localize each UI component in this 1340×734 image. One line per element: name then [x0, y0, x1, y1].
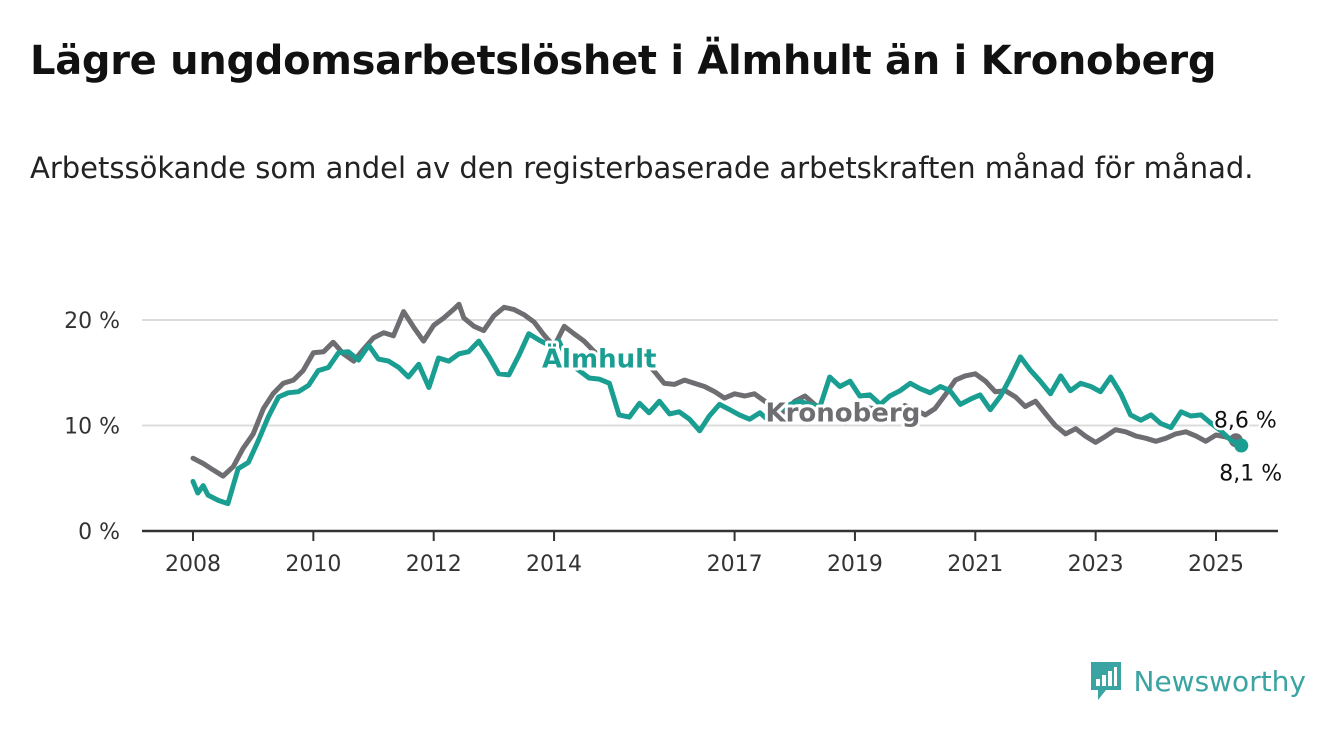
x-tick-label: 2025 [1188, 552, 1244, 577]
series-line-almhult [190, 331, 1244, 507]
grid-lines [142, 319, 1278, 427]
line-chart: 0 % 10 % 20 % 2008 2010 2012 2014 2017 2019 2021… [64, 301, 1285, 577]
chart-subtitle: Arbetssökande som andel av den registerb… [30, 151, 1254, 185]
series-labels: Kronoberg 8,6 % Älmhult 8,1 % [539, 339, 1285, 489]
series-line-kronoberg [190, 301, 1239, 479]
y-tick-label: 20 % [64, 309, 120, 334]
brand: Newsworthy [1088, 660, 1307, 702]
end-point-almhult [1234, 438, 1249, 453]
x-tick-label: 2017 [707, 552, 763, 577]
series-label-kronoberg: Kronoberg [765, 398, 920, 428]
end-value-kronoberg: 8,6 % [1214, 408, 1277, 433]
x-tick-label: 2008 [165, 552, 221, 577]
newsworthy-logo-icon [1090, 662, 1121, 700]
end-value-almhult: 8,1 % [1219, 462, 1282, 487]
x-tick-label: 2014 [526, 552, 582, 577]
series-label-almhult: Älmhult [542, 342, 657, 374]
series-lines [190, 301, 1249, 507]
x-tick-label: 2010 [285, 552, 341, 577]
y-tick-label: 10 % [64, 415, 120, 440]
x-tick-label: 2012 [406, 552, 462, 577]
x-tick-label: 2023 [1068, 552, 1124, 577]
brand-name: Newsworthy [1133, 664, 1307, 698]
y-axis: 0 % 10 % 20 % [64, 309, 120, 545]
y-tick-label: 0 % [78, 520, 120, 545]
x-tick-label: 2019 [827, 552, 883, 577]
x-tick-label: 2021 [947, 552, 1003, 577]
chart-title: Lägre ungdomsarbetslöshet i Älmhult än i… [30, 38, 1217, 84]
x-axis: 2008 2010 2012 2014 2017 2019 2021 2023 2025 [142, 529, 1278, 577]
